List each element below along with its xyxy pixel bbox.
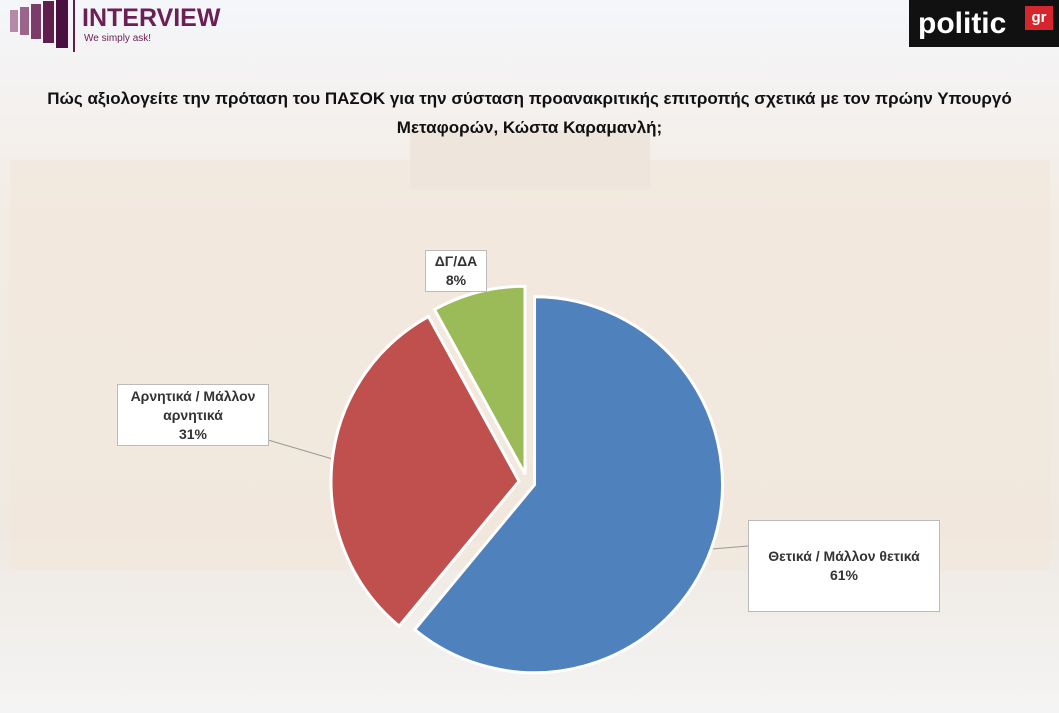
source-logo: politic (918, 7, 1006, 40)
data-label: ΔΓ/ΔΑ 8% (425, 250, 487, 292)
brand: INTERVIEW (82, 4, 221, 32)
logo-icon (10, 0, 68, 48)
data-label: Αρνητικά / Μάλλον αρνητικά 31% (117, 384, 269, 446)
label-value: 8% (445, 272, 467, 288)
label-category: Θετικά / Μάλλον θετικά (768, 548, 920, 564)
tagline: We simply ask! (84, 33, 151, 44)
pie (329, 284, 725, 675)
data-label: Θετικά / Μάλλον θετικά 61% (748, 520, 940, 612)
source-logo-suffix-box (1025, 6, 1053, 30)
label-value: 31% (178, 425, 208, 442)
pie-slice (432, 284, 527, 475)
label-category: Αρνητικά / Μάλλον αρνητικά (130, 387, 256, 423)
building-roof (410, 130, 650, 190)
label-value: 61% (829, 567, 859, 583)
leader-line (267, 439, 337, 461)
pie-slice (329, 314, 521, 629)
leader-line (711, 545, 749, 550)
pie-slice (412, 295, 725, 675)
label-category: ΔΓ/ΔΑ (434, 253, 478, 269)
source-logo-suffix: gr (1032, 9, 1047, 26)
chart-title: Πώς αξιολογείτε την πρόταση του ΠΑΣΟΚ γι… (47, 89, 1012, 137)
